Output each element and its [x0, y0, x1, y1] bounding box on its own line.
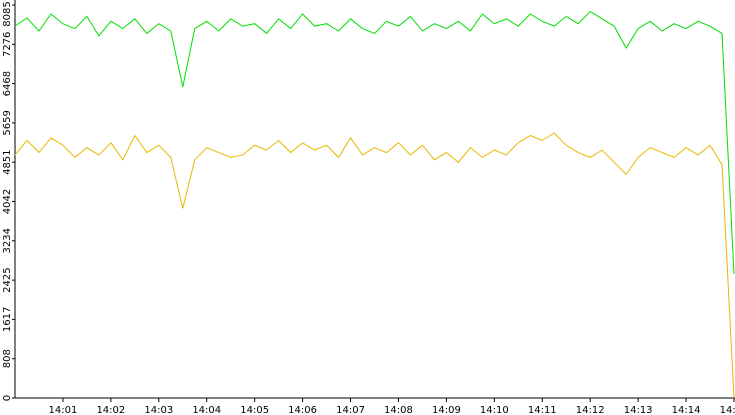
x-tick-label: 14:06: [288, 405, 317, 415]
x-tick-label: 14:09: [432, 405, 461, 415]
x-tick-label: 14:11: [528, 405, 557, 415]
y-tick-label: 808: [2, 349, 13, 368]
y-tick-label: 7276: [2, 32, 13, 57]
y-tick-label: 1617: [2, 307, 13, 332]
x-tick-label: 14:04: [192, 405, 221, 415]
y-tick-label: 2425: [2, 267, 13, 292]
x-tick-label: 14:13: [624, 405, 653, 415]
x-tick-label: 14:05: [240, 405, 269, 415]
y-tick-label: 0: [2, 395, 13, 401]
x-tick-label: 14:02: [96, 405, 125, 415]
x-tick-label: 14:01: [49, 405, 78, 415]
x-tick-label: 14:07: [336, 405, 365, 415]
x-tick-label: 14:14: [672, 405, 701, 415]
x-tick-label: 14:12: [576, 405, 605, 415]
x-tick-label: 14:10: [480, 405, 509, 415]
y-tick-label: 5659: [2, 110, 13, 135]
y-tick-label: 8085: [2, 1, 13, 26]
x-tick-label: 14:08: [384, 405, 413, 415]
x-tick-label: 14:15: [720, 405, 735, 415]
series-line: [14, 132, 735, 399]
y-tick-label: 4851: [2, 149, 13, 174]
y-tick-label: 6468: [2, 71, 13, 96]
y-tick-label: 4042: [2, 189, 13, 214]
x-tick-label: 14:03: [144, 405, 173, 415]
series-line: [14, 10, 735, 275]
y-tick-label: 3234: [2, 228, 13, 253]
